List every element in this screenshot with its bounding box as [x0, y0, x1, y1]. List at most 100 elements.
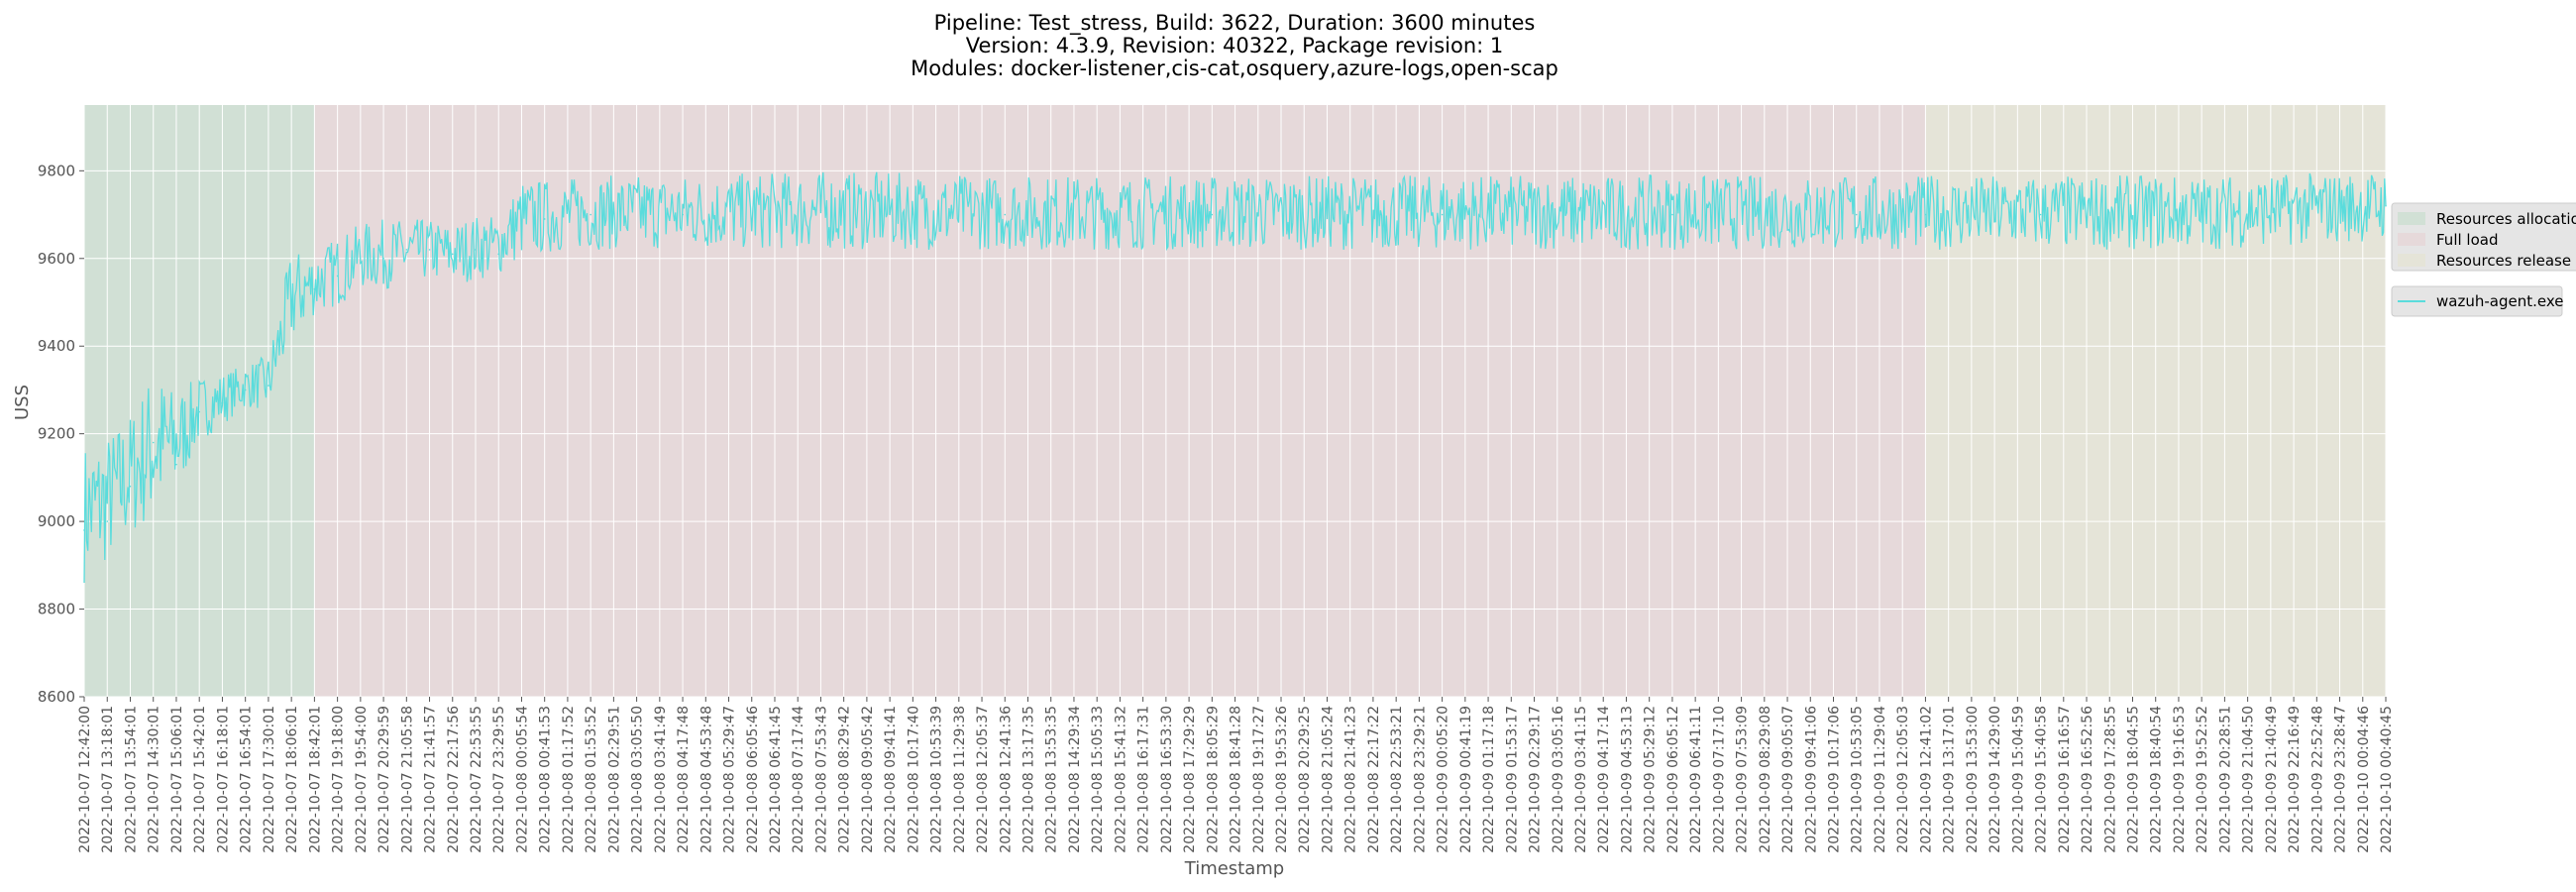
data-point	[543, 218, 546, 220]
x-tick-label: 2022-10-07 15:06:01	[169, 706, 185, 853]
x-tick-label: 2022-10-07 13:18:01	[100, 706, 116, 853]
x-tick-label: 2022-10-09 18:40:54	[2149, 706, 2165, 853]
y-tick-label: 8600	[38, 688, 75, 706]
data-point	[290, 310, 292, 312]
data-point	[1211, 213, 1214, 216]
x-tick-label: 2022-10-09 06:41:11	[1688, 706, 1704, 853]
x-tick-label: 2022-10-09 18:04:55	[2125, 706, 2141, 853]
x-tick-label: 2022-10-09 03:05:16	[1551, 706, 1566, 853]
chart-title: Pipeline: Test_stress, Build: 3622, Dura…	[911, 11, 1558, 80]
x-axis-label: Timestamp	[1184, 858, 1284, 879]
x-tick-label: 2022-10-08 21:41:23	[1343, 706, 1359, 853]
x-tick-label: 2022-10-09 13:17:01	[1942, 706, 1958, 853]
x-tick-label: 2022-10-09 21:04:50	[2241, 706, 2257, 853]
x-tick-label: 2022-10-09 10:53:05	[1850, 706, 1866, 853]
phase-legend-box	[2391, 202, 2576, 272]
data-point	[152, 441, 155, 444]
x-tick-label: 2022-10-09 21:40:49	[2264, 706, 2280, 853]
x-tick-label: 2022-10-10 00:40:45	[2379, 706, 2395, 853]
data-point	[819, 209, 822, 211]
x-tick-label: 2022-10-08 15:05:33	[1090, 706, 1106, 853]
plot-area: 8600 8800 9000 9200 9400 9600 9800 2022-10-07 1…	[38, 105, 2395, 853]
x-tick-label: 2022-10-09 01:53:17	[1504, 706, 1520, 853]
x-tick-label: 2022-10-09 19:52:52	[2195, 706, 2210, 853]
x-tick-label: 2022-10-08 03:41:49	[653, 706, 669, 853]
data-point	[313, 287, 316, 290]
x-tick-label: 2022-10-08 13:17:35	[1020, 706, 1036, 853]
x-tick-label: 2022-10-07 20:29:59	[376, 706, 392, 853]
x-tick-label: 2022-10-08 04:53:48	[698, 706, 714, 853]
x-tick-label: 2022-10-08 21:05:24	[1320, 706, 1336, 853]
x-tick-label: 2022-10-07 13:54:01	[123, 706, 139, 853]
x-tick-label: 2022-10-09 14:29:00	[1987, 706, 2003, 853]
x-tick-label: 2022-10-09 02:29:17	[1528, 706, 1544, 853]
x-tick-label: 2022-10-08 09:41:41	[883, 706, 899, 853]
data-point	[336, 275, 339, 278]
x-tick-label: 2022-10-09 20:28:51	[2217, 706, 2233, 853]
x-tick-label: 2022-10-08 19:53:26	[1274, 706, 1290, 853]
x-tick-label: 2022-10-08 14:29:34	[1067, 706, 1083, 853]
x-tick-label: 2022-10-07 19:54:00	[354, 706, 370, 853]
data-point	[682, 213, 684, 216]
x-tick-label: 2022-10-08 13:53:35	[1044, 706, 1060, 853]
y-tick-label: 9000	[38, 512, 75, 530]
data-point	[1441, 213, 1444, 216]
y-tick-label: 9200	[38, 425, 75, 443]
x-tick-label: 2022-10-09 23:28:47	[2333, 706, 2349, 853]
x-tick-label: 2022-10-07 14:30:01	[147, 706, 162, 853]
data-point	[2385, 204, 2387, 207]
x-tick-label: 2022-10-10 00:04:46	[2356, 706, 2372, 853]
x-tick-label: 2022-10-08 22:53:21	[1389, 706, 1405, 853]
x-tick-label: 2022-10-08 18:41:28	[1229, 706, 1244, 853]
x-tick-label: 2022-10-07 22:17:56	[446, 706, 462, 853]
x-tick-label: 2022-10-07 23:29:55	[491, 706, 507, 853]
x-tick-label: 2022-10-09 07:17:10	[1711, 706, 1727, 853]
x-tick-label: 2022-10-08 00:05:54	[514, 706, 530, 853]
x-tick-label: 2022-10-08 07:53:43	[813, 706, 829, 853]
y-axis-label: USS	[12, 385, 33, 420]
x-tick-label: 2022-10-09 22:16:49	[2287, 706, 2303, 853]
data-point	[1671, 213, 1673, 216]
phase-legend-label: Resources allocation	[2436, 210, 2576, 228]
x-tick-label: 2022-10-08 10:53:39	[929, 706, 945, 853]
x-tick-label: 2022-10-07 15:42:01	[192, 706, 208, 853]
x-tick-label: 2022-10-08 16:53:30	[1159, 706, 1175, 853]
data-point	[360, 262, 362, 265]
x-tick-label: 2022-10-08 09:05:42	[860, 706, 876, 853]
x-tick-label: 2022-10-09 16:52:56	[2080, 706, 2095, 853]
x-tick-label: 2022-10-08 23:29:21	[1412, 706, 1428, 853]
x-tick-label: 2022-10-09 13:53:00	[1965, 706, 1981, 853]
data-point	[198, 410, 201, 413]
x-tick-label: 2022-10-09 01:17:18	[1481, 706, 1497, 853]
data-point	[129, 485, 132, 488]
phase-legend-label: Full load	[2436, 231, 2498, 249]
x-tick-label: 2022-10-09 05:29:12	[1643, 706, 1659, 853]
x-tick-label: 2022-10-08 07:17:44	[791, 706, 806, 853]
series-legend-label: wazuh-agent.exe	[2436, 292, 2563, 310]
x-tick-label: 2022-10-08 01:17:52	[561, 706, 577, 853]
x-tick-label: 2022-10-08 20:29:25	[1297, 706, 1313, 853]
data-point	[83, 529, 85, 531]
x-tick-label: 2022-10-08 04:17:48	[676, 706, 692, 853]
data-point	[590, 213, 591, 216]
x-tick-label: 2022-10-09 12:41:02	[1918, 706, 1934, 853]
x-tick-label: 2022-10-09 04:53:13	[1619, 706, 1635, 853]
data-point	[2039, 213, 2042, 216]
x-tick-label: 2022-10-09 15:04:59	[2010, 706, 2026, 853]
x-tick-label: 2022-10-08 06:05:46	[745, 706, 761, 853]
title-line-1: Pipeline: Test_stress, Build: 3622, Dura…	[934, 11, 1536, 36]
x-tick-label: 2022-10-09 07:53:09	[1735, 706, 1751, 853]
series-legend-box	[2391, 285, 2563, 317]
data-point	[244, 389, 247, 391]
x-tick-label: 2022-10-08 17:29:29	[1182, 706, 1198, 853]
x-tick-label: 2022-10-08 15:41:32	[1113, 706, 1128, 853]
x-tick-label: 2022-10-08 22:17:22	[1366, 706, 1382, 853]
x-tick-label: 2022-10-09 09:05:07	[1780, 706, 1796, 853]
data-point	[1855, 213, 1858, 216]
data-point	[428, 249, 431, 251]
data-point	[175, 463, 177, 466]
x-tick-label: 2022-10-09 10:17:06	[1827, 706, 1843, 853]
data-point	[2200, 209, 2202, 211]
x-tick-label: 2022-10-09 17:28:55	[2102, 706, 2118, 853]
